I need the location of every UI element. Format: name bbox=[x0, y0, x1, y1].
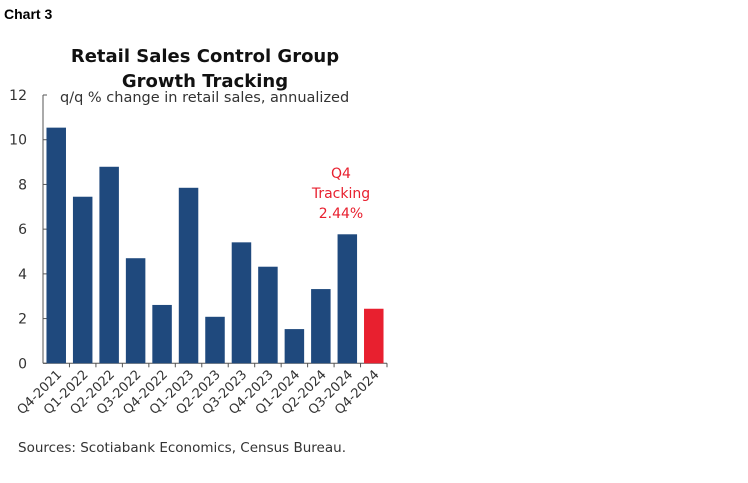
tracking-annotation: Q4 Tracking 2.44% bbox=[296, 164, 386, 224]
annotation-line-2: Tracking bbox=[311, 186, 371, 202]
y-tick-label: 6 bbox=[18, 222, 27, 238]
bar-q3-2023 bbox=[231, 242, 252, 364]
bar-q4-2024 bbox=[364, 308, 384, 364]
bar-q1-2024 bbox=[284, 329, 305, 364]
y-tick-label: 4 bbox=[18, 267, 27, 283]
source-note: Sources: Scotiabank Economics, Census Bu… bbox=[18, 440, 346, 456]
bar-q3-2022 bbox=[125, 258, 146, 364]
bar-q4-2023 bbox=[258, 266, 278, 364]
chart-subtitle: q/q % change in retail sales, annualized bbox=[60, 90, 350, 106]
bar-q2-2022 bbox=[99, 166, 119, 364]
y-tick-label: 0 bbox=[18, 356, 27, 372]
annotation-line-3: 2.44% bbox=[318, 206, 364, 222]
bar-q1-2023 bbox=[178, 187, 199, 364]
bar-q2-2023 bbox=[205, 316, 225, 364]
y-tick-label: 12 bbox=[9, 88, 27, 104]
chart-number-label: Chart 3 bbox=[4, 6, 53, 22]
y-tick-label: 8 bbox=[18, 177, 27, 193]
chart-title: Retail Sales Control Group Growth Tracki… bbox=[40, 44, 370, 94]
y-tick-label: 2 bbox=[18, 312, 27, 328]
title-line-2: Growth Tracking bbox=[121, 71, 289, 92]
bar-q4-2021 bbox=[46, 127, 66, 364]
bar-q4-2022 bbox=[152, 304, 172, 364]
y-tick-label: 10 bbox=[9, 133, 27, 149]
title-line-1: Retail Sales Control Group bbox=[70, 46, 340, 67]
bar-q1-2022 bbox=[72, 196, 93, 364]
bar-q2-2024 bbox=[311, 289, 331, 364]
annotation-line-1: Q4 bbox=[331, 166, 351, 182]
bar-q3-2024 bbox=[337, 234, 358, 364]
